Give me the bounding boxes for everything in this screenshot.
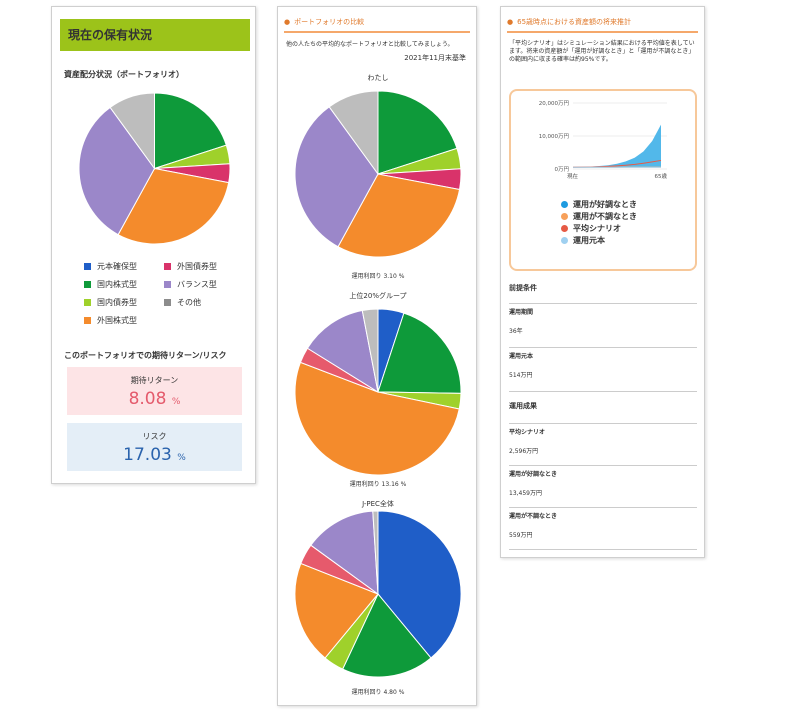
risk-box: リスク 17.03 % <box>67 423 242 471</box>
pie-title-jpec: J-PEC全体 <box>362 500 394 508</box>
legend-swatch <box>164 299 171 306</box>
pie-slice-1 <box>377 312 462 394</box>
x-tick-label: 現在 <box>567 172 579 180</box>
legend-swatch <box>164 263 171 270</box>
legend-dot <box>561 201 568 208</box>
legend-item: 元本確保型 <box>84 261 137 272</box>
jpec-pie <box>294 510 462 678</box>
pie-slice-3 <box>294 361 460 476</box>
return-risk-title: このポートフォリオでの期待リターン/リスク <box>64 351 227 360</box>
legend-dot <box>561 213 568 220</box>
comparison-panel: ● ポートフォリオの比較 他の人たちの平均的なポートフォリオと比較してみましょう。… <box>277 6 477 706</box>
good-range-area <box>573 124 661 168</box>
bullet-icon: ● <box>284 18 291 26</box>
holdings-header: 現在の保有状況 <box>60 19 250 51</box>
legend-item: バランス型 <box>164 279 217 290</box>
condition-row: 運用元本 514万円 <box>509 351 697 392</box>
legend-item: 外国株式型 <box>84 315 137 326</box>
mine-pie <box>294 90 462 258</box>
as-of-date: 2021年11月末基準 <box>404 54 466 62</box>
legend-item: 運用が不調なとき <box>561 211 637 222</box>
legend-item: その他 <box>164 297 201 308</box>
legend-item: 国内株式型 <box>84 279 137 290</box>
legend-swatch <box>84 299 91 306</box>
result-row: 運用が不調なとき 559万円 <box>509 511 697 550</box>
bullet-icon: ● <box>507 18 514 26</box>
risk-value: 17.03 <box>123 445 172 465</box>
risk-unit: % <box>177 453 186 463</box>
comparison-intro: 他の人たちの平均的なポートフォリオと比較してみましょう。 <box>286 41 454 48</box>
legend-item: 運用が好調なとき <box>561 199 637 210</box>
my-portfolio-pie <box>78 92 231 245</box>
pie-title-mine: わたし <box>367 74 389 82</box>
legend-dot <box>561 237 568 244</box>
pie-slice-5 <box>109 92 155 171</box>
legend-swatch <box>164 281 171 288</box>
holdings-panel: 現在の保有状況 資産配分状況（ポートフォリオ） 元本確保型 外国債券型 国内株式… <box>51 6 256 484</box>
condition-row: 運用期間 36年 <box>509 307 697 348</box>
forecast-header: ● 65歳時点における資産額の将来推計 <box>507 13 698 33</box>
forecast-description: 「平均シナリオ」はシミュレーション結果における平均値を表しています。将来の資産額… <box>509 40 695 63</box>
expected-return-label: 期待リターン <box>130 376 179 385</box>
forecast-panel: ● 65歳時点における資産額の将来推計 「平均シナリオ」はシミュレーション結果にお… <box>500 6 705 558</box>
risk-label: リスク <box>142 432 167 441</box>
expected-return-unit: % <box>171 397 181 407</box>
y-tick-label: 10,000万円 <box>539 133 570 140</box>
result-row: 運用が好調なとき 13,459万円 <box>509 469 697 508</box>
pie-slice-0 <box>377 510 462 659</box>
pie-slice-5 <box>310 510 379 596</box>
pie-slice-3 <box>294 562 379 659</box>
pie-slice-6 <box>372 510 379 595</box>
legend-item: 国内債券型 <box>84 297 137 308</box>
allocation-subtitle: 資産配分状況（ポートフォリオ） <box>64 70 184 79</box>
result-row: 平均シナリオ 2,596万円 <box>509 427 697 466</box>
pie-title-top20: 上位20%グループ <box>349 292 407 300</box>
pie-slice-4 <box>294 106 379 248</box>
forecast-chart-box: 20,000万円 10,000万円 0万円 現在 65歳 運用が好調なとき 運用が不調な… <box>509 89 697 271</box>
pie-caption-jpec: 運用利回り 4.80 % <box>351 689 405 696</box>
legend-dot <box>561 225 568 232</box>
pie-slice-3 <box>337 173 461 258</box>
legend-item: 平均シナリオ <box>561 223 621 234</box>
legend-swatch <box>84 281 91 288</box>
results-title: 運用成果 <box>509 401 697 424</box>
expected-return-box: 期待リターン 8.08 % <box>67 367 242 415</box>
conditions-title: 前提条件 <box>509 283 697 304</box>
y-tick-label: 0万円 <box>555 166 570 173</box>
comparison-header: ● ポートフォリオの比較 <box>284 13 470 33</box>
x-tick-label: 65歳 <box>655 172 668 180</box>
y-tick-label: 20,000万円 <box>539 100 570 107</box>
legend-item: 運用元本 <box>561 235 605 246</box>
pie-slice-4 <box>78 106 156 236</box>
pie-caption-top20: 運用利回り 13.16 % <box>349 481 407 488</box>
pie-slice-5 <box>306 309 379 394</box>
pie-slice-0 <box>154 92 227 170</box>
pie-slice-6 <box>361 308 379 393</box>
top20-pie <box>294 308 462 476</box>
pie-slice-3 <box>117 167 230 245</box>
legend-item: 外国債券型 <box>164 261 217 272</box>
pie-slice-5 <box>328 90 379 176</box>
expected-return-value: 8.08 <box>128 389 167 409</box>
pie-slice-0 <box>377 90 458 175</box>
pie-caption-mine: 運用利回り 3.10 % <box>351 273 405 280</box>
legend-swatch <box>84 263 91 270</box>
pie-slice-1 <box>341 593 432 678</box>
legend-swatch <box>84 317 91 324</box>
